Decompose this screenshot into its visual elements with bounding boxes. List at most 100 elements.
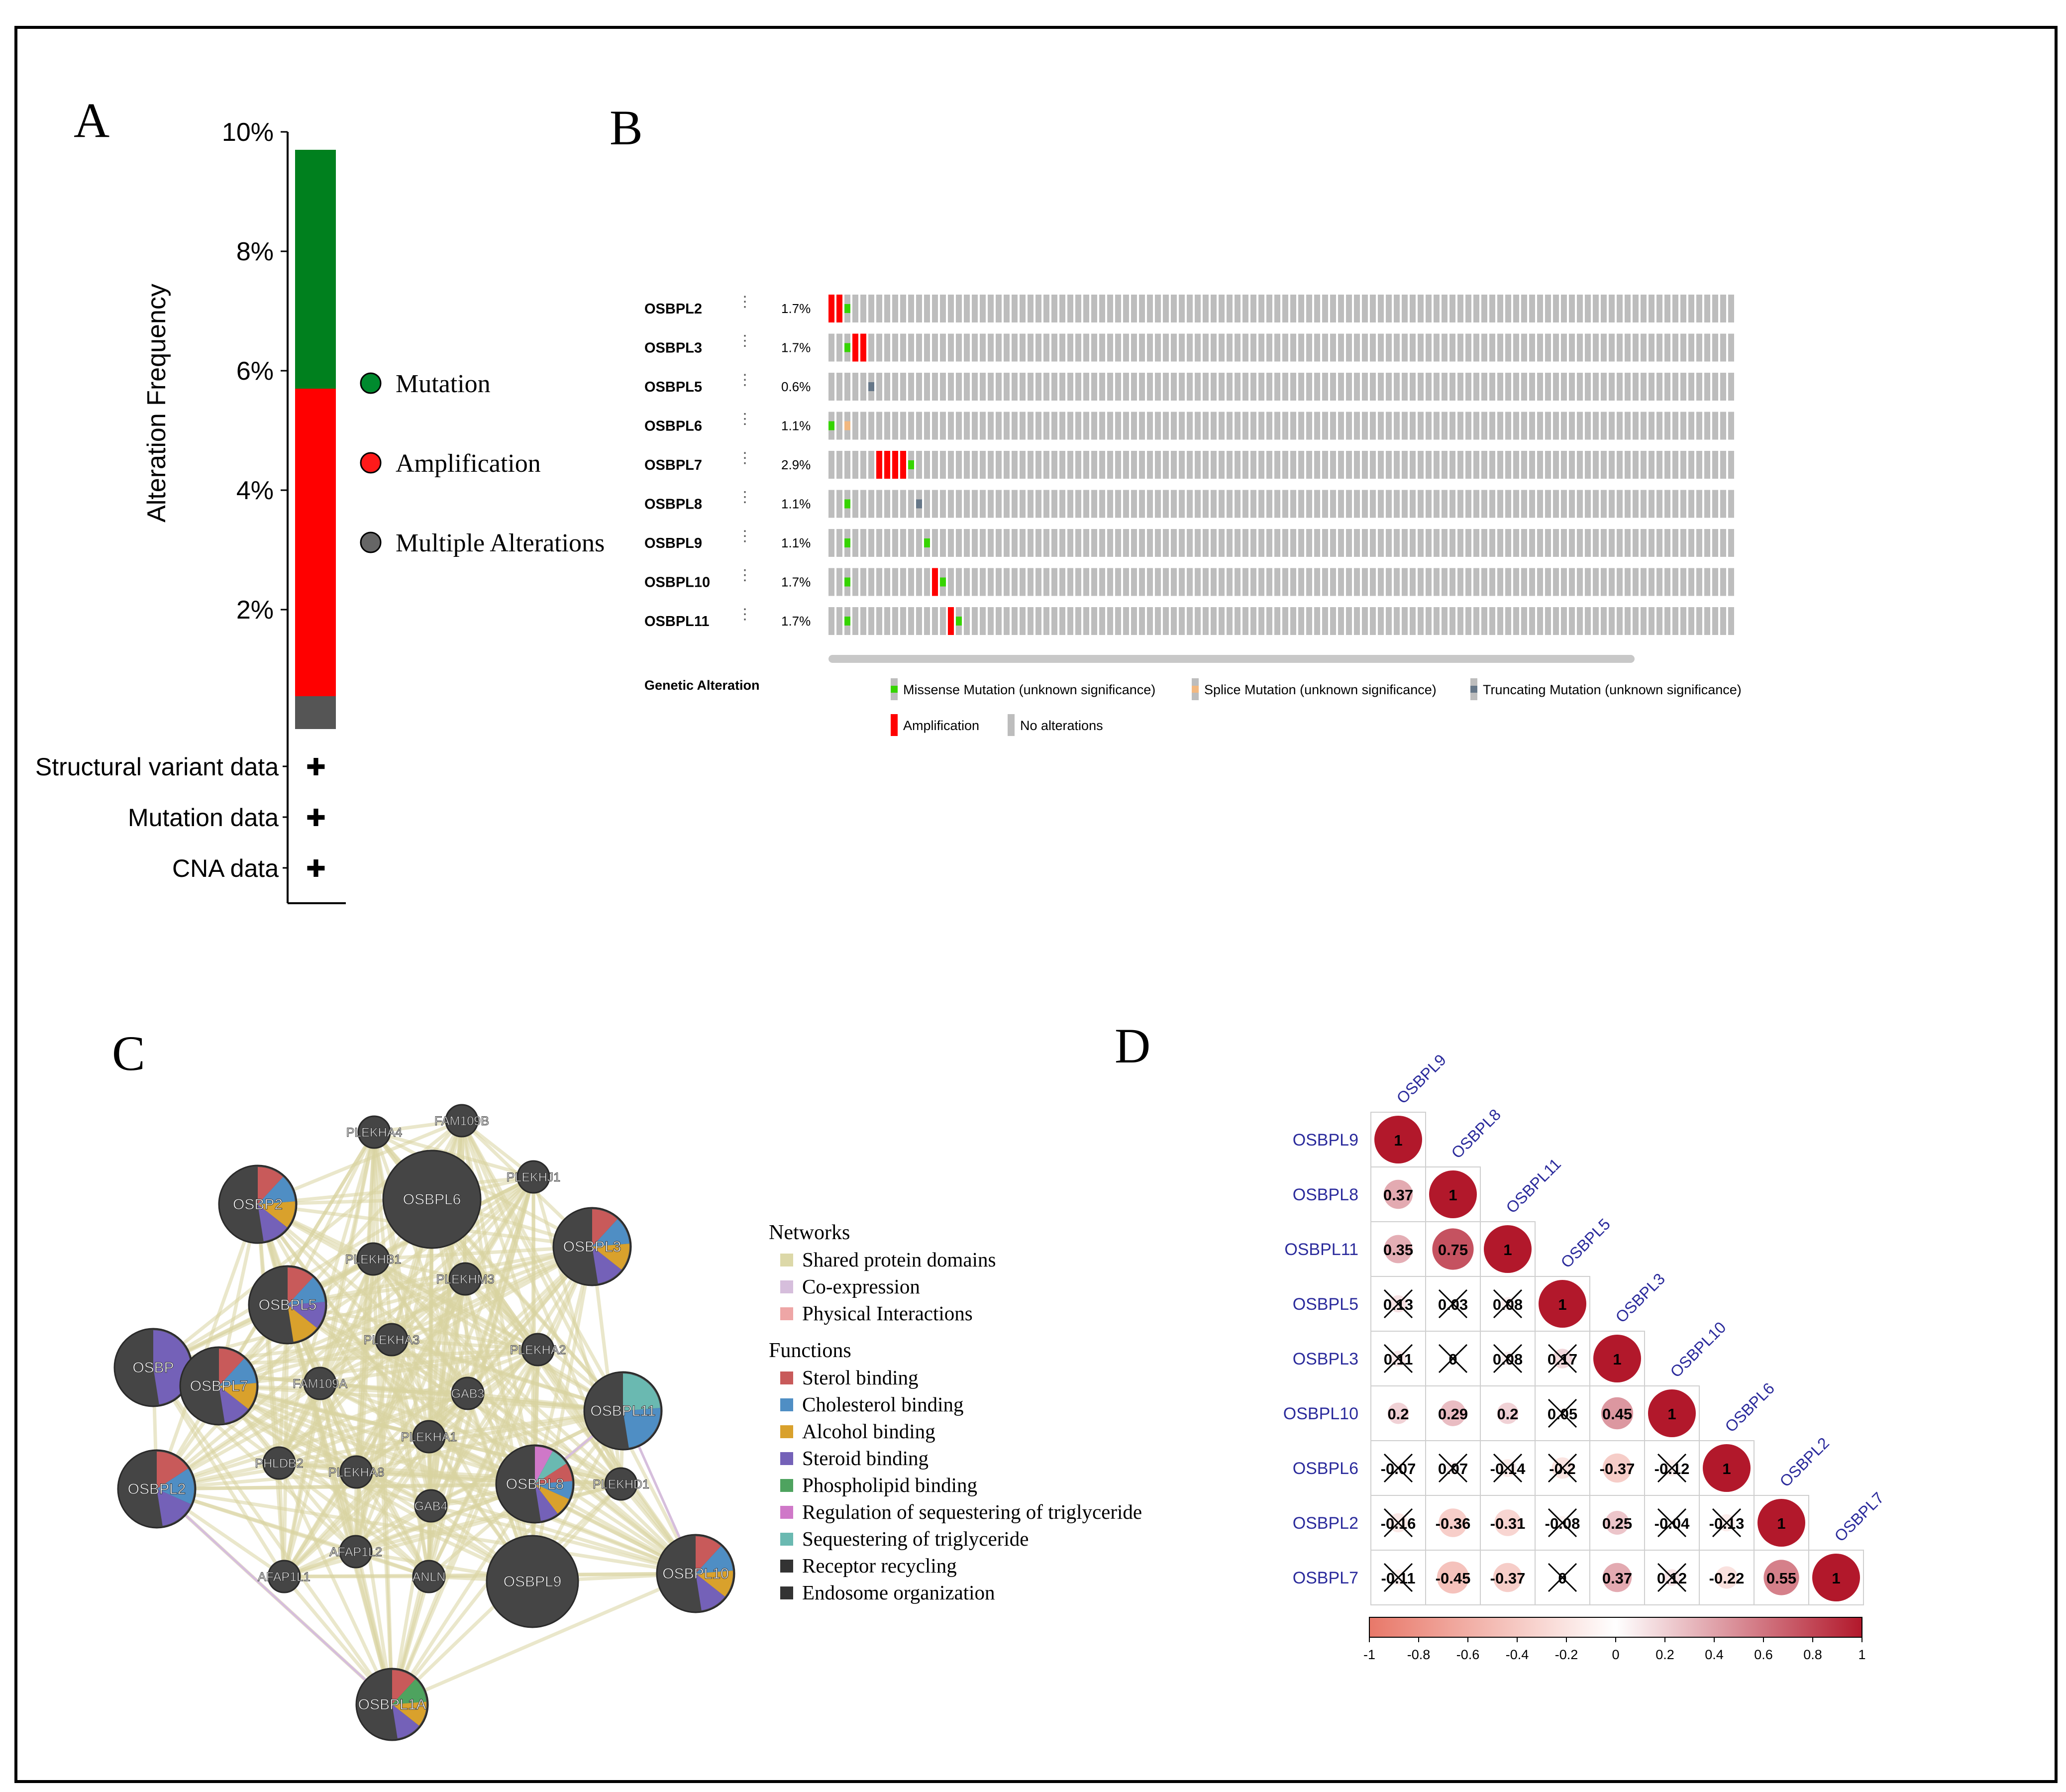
cell (1688, 412, 1694, 440)
cell (1346, 373, 1352, 401)
cell (980, 333, 986, 362)
node-label: OSBPL10 (662, 1566, 728, 1582)
edge (390, 1339, 433, 1506)
cell (1505, 412, 1511, 440)
cell (1601, 568, 1607, 596)
mutation-mark (844, 304, 850, 313)
cell (1402, 529, 1408, 557)
cell (1155, 490, 1161, 518)
cell (1465, 295, 1471, 322)
cell (1242, 373, 1248, 401)
pie-slice (157, 1489, 191, 1526)
cell (1585, 451, 1591, 479)
cell (1043, 412, 1049, 440)
pie-slice (623, 1373, 660, 1411)
cell (860, 295, 866, 322)
y-tick-label: 8% (236, 237, 274, 266)
cell (1227, 333, 1233, 362)
cell (1258, 412, 1264, 440)
cell (1497, 529, 1503, 557)
cell (1577, 412, 1583, 440)
legend-label: Missense Mutation (unknown significance) (903, 682, 1155, 697)
cell (972, 607, 978, 635)
function-swatch (780, 1533, 793, 1546)
cell (1258, 295, 1264, 322)
cell (1012, 373, 1018, 401)
figure-frame (14, 26, 2058, 1783)
cell (1625, 607, 1631, 635)
cell (1298, 412, 1304, 440)
cell (1537, 568, 1543, 596)
col-label: OSBPL11 (1502, 1155, 1564, 1217)
cell (1195, 295, 1201, 322)
data-row-label: Mutation data (128, 804, 279, 832)
cell (1720, 568, 1726, 596)
cell (1402, 373, 1408, 401)
corr-value: 1 (1777, 1515, 1785, 1532)
corr-circle (1384, 1235, 1413, 1264)
corr-value: -0.31 (1490, 1515, 1526, 1532)
cell (1043, 451, 1049, 479)
cell (1394, 333, 1400, 362)
cell (1075, 333, 1081, 362)
cell (1497, 373, 1503, 401)
cell (1728, 607, 1734, 635)
cell (1545, 333, 1551, 362)
cell (948, 490, 954, 518)
cell (1513, 607, 1519, 635)
cell (1274, 529, 1280, 557)
cell (1306, 607, 1312, 635)
cell (1720, 333, 1726, 362)
cell (1131, 295, 1137, 322)
cell (1593, 373, 1599, 401)
gene-label: OSBPL8 (644, 497, 702, 513)
cell (1465, 607, 1471, 635)
colorbar-tick-label: 0.2 (1655, 1647, 1674, 1662)
cell (1338, 412, 1344, 440)
cell (1107, 373, 1113, 401)
cell (1020, 568, 1026, 596)
node-label: OSBPL5 (259, 1297, 317, 1313)
cell (1489, 333, 1495, 362)
cell (1378, 529, 1384, 557)
cell (1155, 451, 1161, 479)
cell (1601, 529, 1607, 557)
cell (1569, 451, 1575, 479)
cell (1442, 490, 1447, 518)
network-label: Physical Interactions (802, 1302, 973, 1325)
cell (940, 529, 946, 557)
cell (1274, 568, 1280, 596)
cell (964, 451, 970, 479)
row-menu-icon: ⋮ (737, 567, 752, 584)
cell (1147, 451, 1153, 479)
cell (1609, 412, 1615, 440)
node-label: PLEKHB1 (345, 1253, 402, 1266)
cell (1020, 373, 1026, 401)
colorbar-tick-label: 0 (1612, 1647, 1619, 1662)
cell (1704, 568, 1710, 596)
cell (1386, 529, 1392, 557)
cell (852, 451, 858, 479)
cell (1418, 412, 1424, 440)
pie-slice (258, 1201, 296, 1228)
panel-a: 2% 4% 6% 8% 10% Alteration Frequency Mutation A… (35, 118, 605, 904)
cell (1728, 490, 1734, 518)
cross-mark (1383, 1344, 1413, 1373)
function-label: Sterol binding (802, 1366, 918, 1389)
gene-pct: 0.6% (781, 379, 811, 394)
cell (940, 373, 946, 401)
edge (536, 1349, 622, 1485)
cell (1609, 295, 1615, 322)
cell (1712, 373, 1718, 401)
cell (1577, 490, 1583, 518)
node-fam109a (303, 1367, 337, 1400)
cell (1577, 333, 1583, 362)
cross-mark (1383, 1563, 1413, 1592)
cell (1434, 490, 1440, 518)
cell (1123, 412, 1129, 440)
corr-circle (1812, 1554, 1860, 1601)
cell (892, 490, 898, 518)
cell (892, 412, 898, 440)
cell (1457, 412, 1463, 440)
cell (852, 529, 858, 557)
